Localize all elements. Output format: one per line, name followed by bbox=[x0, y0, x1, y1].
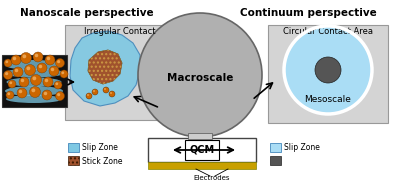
Circle shape bbox=[55, 82, 58, 85]
Circle shape bbox=[10, 81, 12, 84]
Circle shape bbox=[103, 87, 109, 93]
Circle shape bbox=[30, 87, 40, 98]
Circle shape bbox=[93, 90, 95, 92]
Circle shape bbox=[45, 79, 48, 82]
Circle shape bbox=[13, 67, 23, 77]
Circle shape bbox=[56, 59, 64, 68]
Text: Slip Zone: Slip Zone bbox=[284, 143, 320, 152]
Circle shape bbox=[21, 79, 24, 82]
Bar bbox=[268, 25, 388, 123]
Circle shape bbox=[60, 70, 68, 78]
Circle shape bbox=[22, 54, 26, 58]
Ellipse shape bbox=[5, 60, 63, 70]
Bar bbox=[68, 143, 79, 152]
Bar bbox=[65, 25, 175, 120]
Bar bbox=[188, 133, 212, 139]
Circle shape bbox=[296, 38, 360, 102]
Circle shape bbox=[33, 52, 43, 62]
Circle shape bbox=[284, 26, 372, 114]
Circle shape bbox=[30, 74, 42, 85]
Text: Electrodes: Electrodes bbox=[194, 175, 230, 181]
Circle shape bbox=[4, 70, 12, 79]
Circle shape bbox=[43, 77, 53, 87]
Text: Circular Contact Area: Circular Contact Area bbox=[283, 27, 373, 36]
Circle shape bbox=[110, 92, 112, 94]
Ellipse shape bbox=[4, 68, 64, 77]
Circle shape bbox=[42, 90, 52, 100]
Bar bbox=[68, 156, 79, 165]
Circle shape bbox=[315, 57, 341, 83]
Circle shape bbox=[39, 65, 42, 68]
Circle shape bbox=[44, 92, 47, 95]
Circle shape bbox=[37, 63, 47, 73]
Circle shape bbox=[6, 91, 14, 99]
Circle shape bbox=[57, 93, 60, 96]
Circle shape bbox=[5, 72, 8, 75]
Text: Slip Zone: Slip Zone bbox=[82, 143, 118, 152]
Text: Stick Zone: Stick Zone bbox=[82, 156, 122, 165]
Circle shape bbox=[87, 94, 89, 96]
Circle shape bbox=[32, 88, 35, 92]
Bar bbox=[2, 55, 67, 107]
Text: Macroscale: Macroscale bbox=[167, 73, 233, 83]
Bar bbox=[148, 138, 256, 162]
Circle shape bbox=[35, 54, 38, 57]
Bar bbox=[270, 143, 281, 152]
Circle shape bbox=[13, 57, 16, 60]
Ellipse shape bbox=[6, 77, 62, 87]
Polygon shape bbox=[88, 50, 122, 84]
Circle shape bbox=[15, 69, 18, 72]
Circle shape bbox=[24, 64, 36, 76]
Polygon shape bbox=[70, 31, 140, 106]
Text: Continuum perspective: Continuum perspective bbox=[240, 8, 376, 18]
Ellipse shape bbox=[6, 95, 62, 103]
Circle shape bbox=[47, 57, 50, 60]
Circle shape bbox=[56, 92, 64, 100]
Bar bbox=[148, 162, 256, 169]
Circle shape bbox=[32, 76, 36, 80]
Circle shape bbox=[51, 68, 54, 71]
Circle shape bbox=[62, 71, 64, 74]
Circle shape bbox=[109, 91, 115, 97]
Circle shape bbox=[6, 60, 8, 63]
Text: Irregular Contact: Irregular Contact bbox=[84, 27, 156, 36]
Circle shape bbox=[92, 89, 98, 95]
Circle shape bbox=[8, 80, 16, 88]
Circle shape bbox=[138, 13, 262, 137]
Text: Nanoscale perspective: Nanoscale perspective bbox=[20, 8, 154, 18]
Circle shape bbox=[86, 93, 92, 99]
Ellipse shape bbox=[5, 86, 63, 96]
Text: QCM: QCM bbox=[190, 145, 214, 155]
Circle shape bbox=[8, 92, 10, 95]
Circle shape bbox=[19, 90, 22, 93]
Circle shape bbox=[17, 88, 27, 98]
Circle shape bbox=[4, 59, 12, 67]
Circle shape bbox=[54, 81, 62, 89]
Text: Mesoscale: Mesoscale bbox=[304, 96, 352, 104]
Bar bbox=[270, 156, 281, 165]
Circle shape bbox=[26, 66, 30, 70]
Circle shape bbox=[57, 60, 60, 63]
Circle shape bbox=[104, 88, 106, 90]
Circle shape bbox=[19, 77, 29, 87]
Circle shape bbox=[45, 55, 55, 65]
Circle shape bbox=[49, 66, 59, 76]
Circle shape bbox=[20, 53, 32, 64]
Circle shape bbox=[11, 55, 21, 65]
